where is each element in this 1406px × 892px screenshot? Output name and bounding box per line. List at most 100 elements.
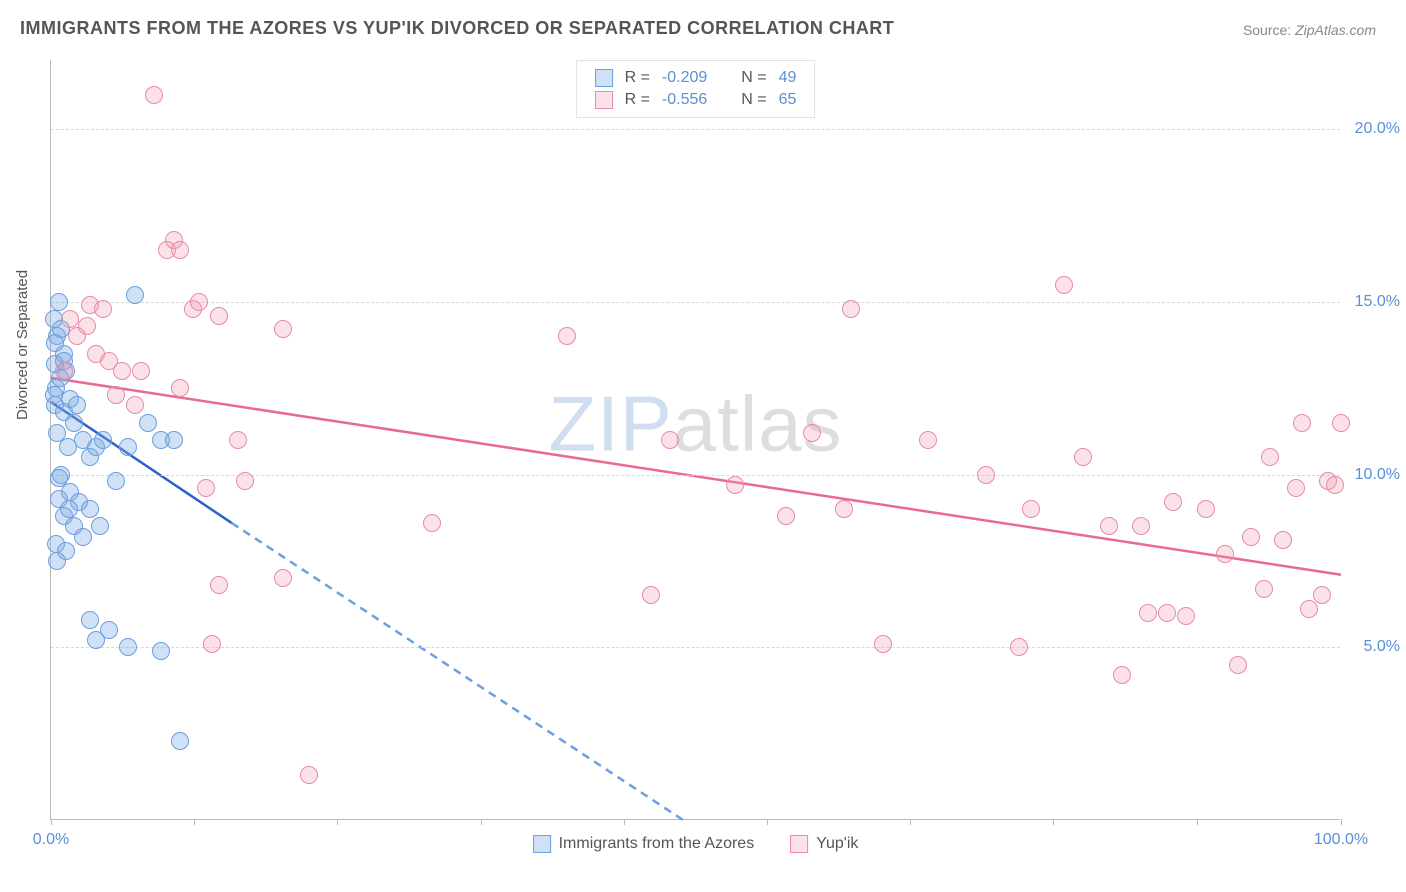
legend-item-azores: Immigrants from the Azores [533,835,755,853]
series-name-azores: Immigrants from the Azores [559,835,755,853]
r-value-azores: -0.209 [662,69,707,87]
x-tick-label: 0.0% [33,831,69,849]
data-point [229,431,247,449]
data-point [68,396,86,414]
legend-item-yupik: Yup'ik [790,835,858,853]
n-label: N = [741,91,766,109]
correlation-legend: R = -0.209 N = 49 R = -0.556 N = 65 [576,60,816,118]
swatch-azores [595,69,613,87]
data-point [874,635,892,653]
gridline [51,647,1340,648]
x-tick [910,819,911,825]
data-point [59,438,77,456]
data-point [139,414,157,432]
data-point [171,379,189,397]
data-point [119,438,137,456]
data-point [48,552,66,570]
data-point [1326,476,1344,494]
source-value: ZipAtlas.com [1295,22,1376,38]
legend-row-azores: R = -0.209 N = 49 [595,67,797,89]
series-legend: Immigrants from the Azores Yup'ik [533,835,859,853]
data-point [1274,531,1292,549]
data-point [1100,517,1118,535]
data-point [119,638,137,656]
r-label: R = [625,91,650,109]
x-tick [767,819,768,825]
data-point [1313,586,1331,604]
data-point [558,327,576,345]
r-label: R = [625,69,650,87]
data-point [274,569,292,587]
data-point [50,469,68,487]
data-point [777,507,795,525]
data-point [210,576,228,594]
data-point [78,317,96,335]
data-point [1074,448,1092,466]
data-point [1010,638,1028,656]
data-point [152,642,170,660]
n-value-azores: 49 [779,69,797,87]
data-point [1261,448,1279,466]
data-point [65,414,83,432]
data-point [1216,545,1234,563]
series-name-yupik: Yup'ik [816,835,858,853]
y-tick-label: 5.0% [1345,638,1400,656]
data-point [210,307,228,325]
chart-title: IMMIGRANTS FROM THE AZORES VS YUP'IK DIV… [20,18,894,39]
data-point [132,362,150,380]
data-point [61,310,79,328]
data-point [1055,276,1073,294]
swatch-yupik [595,91,613,109]
data-point [423,514,441,532]
x-tick [624,819,625,825]
x-tick [1341,819,1342,825]
gridline [51,129,1340,130]
data-point [197,479,215,497]
data-point [45,386,63,404]
data-point [126,286,144,304]
y-tick-label: 15.0% [1345,293,1400,311]
source-attribution: Source: ZipAtlas.com [1243,22,1376,38]
y-tick-label: 20.0% [1345,120,1400,138]
x-tick [1053,819,1054,825]
data-point [81,500,99,518]
data-point [60,500,78,518]
data-point [1242,528,1260,546]
y-axis-title: Divorced or Separated [14,270,31,420]
data-point [300,766,318,784]
r-value-yupik: -0.556 [662,91,707,109]
source-label: Source: [1243,22,1291,38]
data-point [1287,479,1305,497]
data-point [803,424,821,442]
data-point [81,611,99,629]
n-label: N = [741,69,766,87]
data-point [1139,604,1157,622]
data-point [1022,500,1040,518]
data-point [661,431,679,449]
data-point [94,431,112,449]
data-point [171,732,189,750]
plot-area: ZIPatlas R = -0.209 N = 49 R = -0.556 N … [50,60,1340,820]
data-point [642,586,660,604]
data-point [55,362,73,380]
data-point [100,352,118,370]
data-point [1177,607,1195,625]
data-point [1293,414,1311,432]
data-point [145,86,163,104]
data-point [977,466,995,484]
legend-row-yupik: R = -0.556 N = 65 [595,89,797,111]
x-tick [337,819,338,825]
data-point [236,472,254,490]
n-value-yupik: 65 [779,91,797,109]
data-point [190,293,208,311]
data-point [274,320,292,338]
data-point [1113,666,1131,684]
x-tick [481,819,482,825]
y-tick-label: 10.0% [1345,466,1400,484]
data-point [74,528,92,546]
x-tick [1197,819,1198,825]
data-point [1164,493,1182,511]
gridline [51,302,1340,303]
data-point [1158,604,1176,622]
data-point [835,500,853,518]
